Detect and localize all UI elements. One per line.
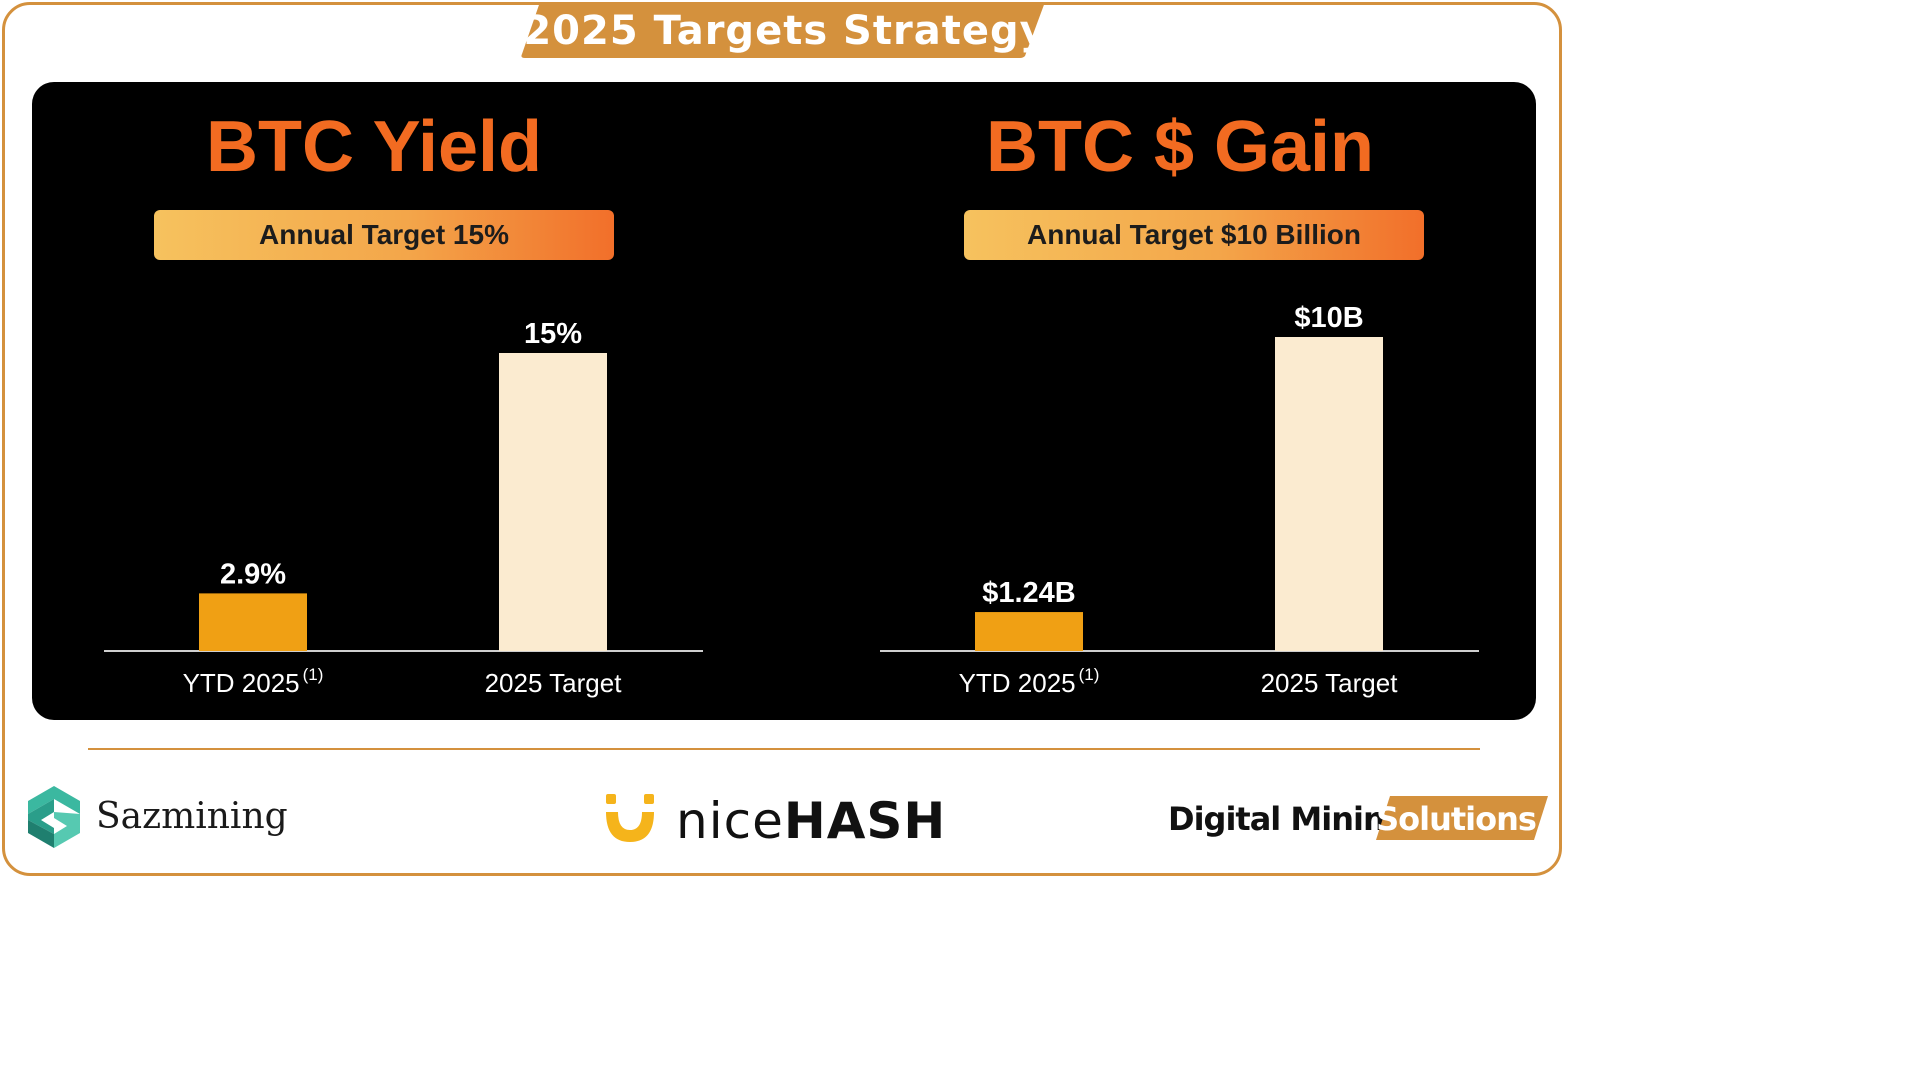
category-label: 2025 Target xyxy=(1261,668,1399,698)
footer-divider xyxy=(88,748,1480,750)
chart-1-subtitle: Annual Target 15% xyxy=(154,210,614,260)
sazmining-logo-icon xyxy=(28,786,80,848)
header-tab: 2025 Targets Strategy xyxy=(520,0,1050,60)
footnote-marker: (1) xyxy=(303,665,324,684)
bar-target xyxy=(1275,337,1383,651)
footnote-marker: (1) xyxy=(1079,665,1100,684)
chart-1: 2.9% YTD 2025 (1) 15% 2025 Target xyxy=(104,318,703,698)
category-label: 2025 Target xyxy=(485,668,623,698)
category-label: YTD 2025 (1) xyxy=(183,665,324,698)
bar-ytd xyxy=(975,612,1083,651)
nicehash-logo-icon xyxy=(606,794,654,842)
header-tab-shape xyxy=(521,2,1045,58)
sazmining-logo-text: Sazmining xyxy=(96,796,288,837)
dms-logo-badge-text: Solutions xyxy=(1376,800,1537,838)
nicehash-logo-text: niceHASH xyxy=(676,792,946,850)
page-title: 2025 Targets Strategy xyxy=(523,8,1047,54)
chart-2-title: BTC $ Gain xyxy=(985,107,1375,187)
chart-2: $1.24B YTD 2025 (1) $10B 2025 Target xyxy=(880,302,1479,698)
data-label: 15% xyxy=(524,318,582,350)
data-label: $10B xyxy=(1294,302,1363,334)
bar-charts: 2.9% YTD 2025 (1) 15% 2025 Target $1.24B YTD 2… xyxy=(104,302,1479,698)
data-label: $1.24B xyxy=(982,577,1076,609)
bar-ytd xyxy=(199,593,307,651)
category-label: YTD 2025 (1) xyxy=(959,665,1100,698)
chart-1-title: BTC Yield xyxy=(205,107,543,187)
dms-logo-badge xyxy=(1376,796,1548,840)
dms-logo-text: Digital Mining xyxy=(1168,800,1408,838)
nicehash-logo-text-thin: nice xyxy=(676,792,784,850)
bar-target xyxy=(499,353,607,651)
data-label: 2.9% xyxy=(220,558,286,590)
chart-2-subtitle: Annual Target $10 Billion xyxy=(964,210,1424,260)
nicehash-logo-text-bold: HASH xyxy=(783,792,947,850)
